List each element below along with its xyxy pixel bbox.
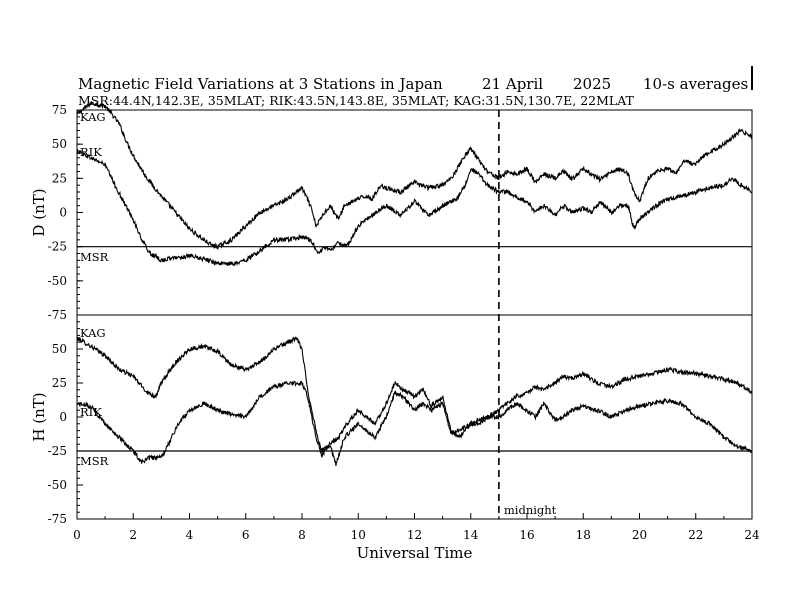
h-series-rik-line	[76, 380, 753, 466]
h-y-tick-label: -50	[48, 478, 67, 492]
h-y-tick-label: 50	[52, 342, 67, 356]
d-component-panel: 75 50 25 0 -25 -50 -75 D (nT) KAG RIK MSR	[30, 101, 753, 322]
x-tick-label: 6	[242, 528, 250, 542]
d-y-tick-label: -25	[48, 240, 67, 254]
x-tick-label: 16	[519, 528, 534, 542]
d-station-label-rik: RIK	[80, 145, 102, 159]
x-tick-label: 20	[632, 528, 647, 542]
d-y-tick-label: 0	[59, 206, 67, 220]
x-tick-label: 22	[688, 528, 703, 542]
x-axis-label: Universal Time	[357, 544, 473, 562]
x-tick-label: 10	[351, 528, 366, 542]
x-tick-label: 18	[576, 528, 591, 542]
d-y-axis-label: D (nT)	[30, 188, 48, 236]
x-tick-label: 24	[744, 528, 760, 542]
d-y-tick-label: 75	[52, 103, 67, 117]
d-y-tick-label: 50	[52, 137, 67, 151]
d-y-tick-label: 25	[52, 171, 67, 185]
h-y-tick-label: -75	[48, 512, 67, 526]
x-tick-label: 4	[186, 528, 194, 542]
chart-year: 2025	[573, 75, 611, 93]
chart-averaging: 10-s averages	[643, 75, 748, 93]
d-series-kag-line	[76, 101, 753, 251]
chart-title: Magnetic Field Variations at 3 Stations …	[78, 75, 443, 93]
x-tick-label: 2	[129, 528, 137, 542]
h-series-kag-line	[76, 336, 753, 453]
chart-date: 21 April	[482, 75, 543, 93]
h-station-label-kag: KAG	[80, 326, 106, 340]
x-tick-label: 0	[73, 528, 81, 542]
h-y-tick-label: 25	[52, 376, 67, 390]
h-y-tick-label: 0	[59, 410, 67, 424]
h-station-label-msr: MSR	[80, 454, 109, 468]
x-tick-label: 8	[298, 528, 306, 542]
h-station-label-rik: RIK	[80, 405, 102, 419]
x-tick-label: 14	[463, 528, 479, 542]
midnight-label: midnight	[504, 503, 557, 517]
x-tick-label: 12	[407, 528, 422, 542]
chart-subtitle-stations: MSR:44.4N,142.3E, 35MLAT; RIK:43.5N,143.…	[78, 93, 635, 108]
h-plot-frame	[76, 314, 753, 520]
d-station-label-msr: MSR	[80, 250, 109, 264]
d-y-tick-label: -50	[48, 274, 67, 288]
h-y-tick-label: -25	[48, 444, 67, 458]
h-y-axis-label: H (nT)	[30, 392, 48, 441]
d-y-tick-label: -75	[48, 308, 67, 322]
d-series-rik-line	[76, 148, 753, 267]
d-plot-frame	[76, 109, 753, 316]
d-station-label-kag: KAG	[80, 110, 106, 124]
